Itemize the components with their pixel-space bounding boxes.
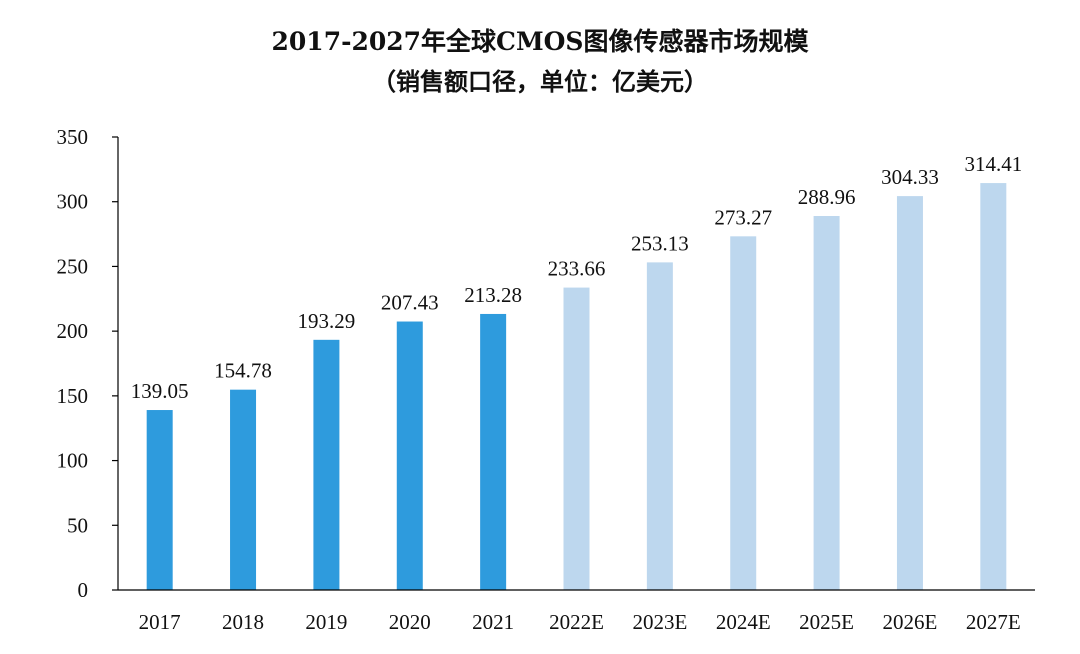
x-tick-label: 2022E bbox=[549, 610, 604, 634]
x-tick-label: 2023E bbox=[632, 610, 687, 634]
y-tick-label: 150 bbox=[57, 384, 89, 408]
data-label: 314.41 bbox=[964, 152, 1022, 176]
x-tick-label: 2020 bbox=[389, 610, 431, 634]
y-tick-label: 300 bbox=[57, 190, 89, 214]
data-label: 193.29 bbox=[298, 309, 356, 333]
bar-2022e bbox=[563, 287, 590, 590]
y-tick-label: 0 bbox=[78, 578, 89, 602]
y-tick-label: 200 bbox=[57, 319, 89, 343]
bar-2018 bbox=[230, 389, 257, 590]
bar-2024e bbox=[730, 236, 757, 590]
data-label: 139.05 bbox=[131, 379, 189, 403]
data-label: 304.33 bbox=[881, 165, 939, 189]
data-label: 288.96 bbox=[798, 185, 856, 209]
y-tick-label: 50 bbox=[67, 513, 88, 537]
y-axis: 0 50 100 150 200 250 300 350 bbox=[57, 125, 119, 602]
x-tick-label: 2019 bbox=[305, 610, 347, 634]
y-tick-label: 350 bbox=[57, 125, 89, 149]
bar-2020 bbox=[396, 321, 423, 590]
chart-subtitle: （销售额口径，单位：亿美元） bbox=[372, 67, 708, 96]
bars: 139.05 154.78 193.29 207.43 213.28 233.66 253.… bbox=[131, 152, 1022, 590]
x-tick-label: 2026E bbox=[883, 610, 938, 634]
data-label: 154.78 bbox=[214, 359, 272, 383]
y-tick-label: 250 bbox=[57, 254, 89, 278]
data-label: 213.28 bbox=[464, 283, 522, 307]
bar-2023e bbox=[646, 262, 673, 590]
bar-2019 bbox=[313, 339, 340, 590]
bar-2027e bbox=[980, 183, 1007, 590]
data-label: 273.27 bbox=[714, 205, 772, 229]
x-tick-label: 2021 bbox=[472, 610, 514, 634]
x-tick-label: 2027E bbox=[966, 610, 1021, 634]
data-label: 253.13 bbox=[631, 231, 689, 255]
x-tick-label: 2018 bbox=[222, 610, 264, 634]
y-tick-label: 100 bbox=[57, 449, 89, 473]
x-tick-label: 2024E bbox=[716, 610, 771, 634]
data-label: 207.43 bbox=[381, 291, 439, 315]
x-tick-label: 2017 bbox=[139, 610, 181, 634]
x-axis: 2017 2018 2019 2020 2021 2022E 2023E 2024E 2025E… bbox=[118, 589, 1035, 634]
bar-2017 bbox=[146, 410, 173, 590]
bar-2021 bbox=[480, 313, 507, 590]
chart-title: 2017-2027年全球CMOS图像传感器市场规模 bbox=[271, 27, 809, 56]
bar-2025e bbox=[813, 216, 840, 590]
x-tick-label: 2025E bbox=[799, 610, 854, 634]
bar-2026e bbox=[896, 196, 923, 590]
data-label: 233.66 bbox=[548, 257, 606, 281]
